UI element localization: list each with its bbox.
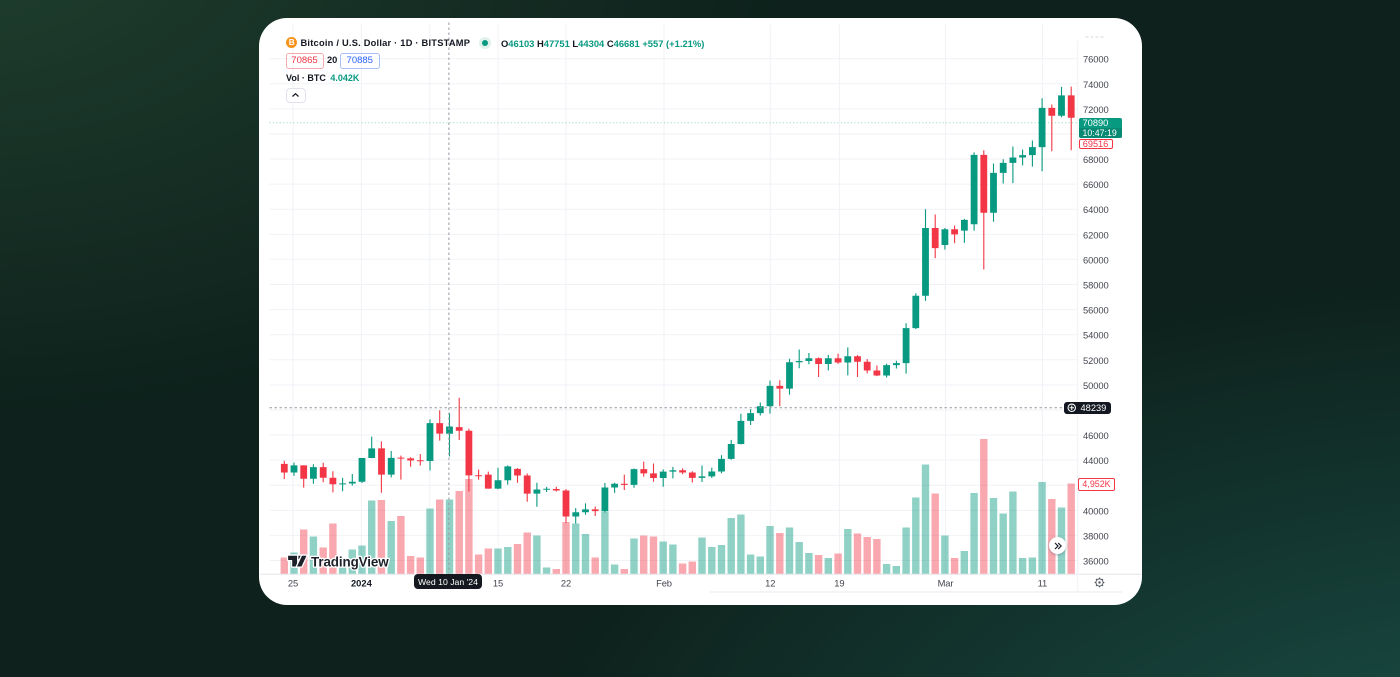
svg-text:Feb: Feb bbox=[656, 577, 672, 588]
svg-text:58000: 58000 bbox=[1083, 279, 1109, 290]
svg-text:72000: 72000 bbox=[1083, 103, 1109, 114]
svg-text:56000: 56000 bbox=[1083, 304, 1109, 315]
svg-text:22: 22 bbox=[561, 577, 571, 588]
svg-text:40000: 40000 bbox=[1083, 505, 1109, 516]
svg-text:11: 11 bbox=[1038, 577, 1048, 588]
svg-text:66000: 66000 bbox=[1083, 179, 1109, 190]
svg-text:TradingView: TradingView bbox=[311, 554, 389, 569]
svg-text:19: 19 bbox=[834, 577, 844, 588]
svg-text:46000: 46000 bbox=[1083, 430, 1109, 441]
svg-text:62000: 62000 bbox=[1083, 229, 1109, 240]
svg-text:68000: 68000 bbox=[1083, 154, 1109, 165]
svg-text:15: 15 bbox=[493, 577, 503, 588]
svg-text:54000: 54000 bbox=[1083, 329, 1109, 340]
svg-text:50000: 50000 bbox=[1083, 379, 1109, 390]
svg-text:74000: 74000 bbox=[1083, 78, 1109, 89]
svg-text:52000: 52000 bbox=[1083, 354, 1109, 365]
svg-text:36000: 36000 bbox=[1083, 555, 1109, 566]
svg-text:64000: 64000 bbox=[1083, 204, 1109, 215]
svg-text:60000: 60000 bbox=[1083, 254, 1109, 265]
svg-text:76000: 76000 bbox=[1083, 53, 1109, 64]
svg-text:38000: 38000 bbox=[1083, 530, 1109, 541]
svg-text:Mar: Mar bbox=[938, 577, 954, 588]
svg-text:2024: 2024 bbox=[351, 577, 373, 588]
svg-text:12: 12 bbox=[765, 577, 775, 588]
svg-text:25: 25 bbox=[288, 577, 298, 588]
svg-text:44000: 44000 bbox=[1083, 455, 1109, 466]
